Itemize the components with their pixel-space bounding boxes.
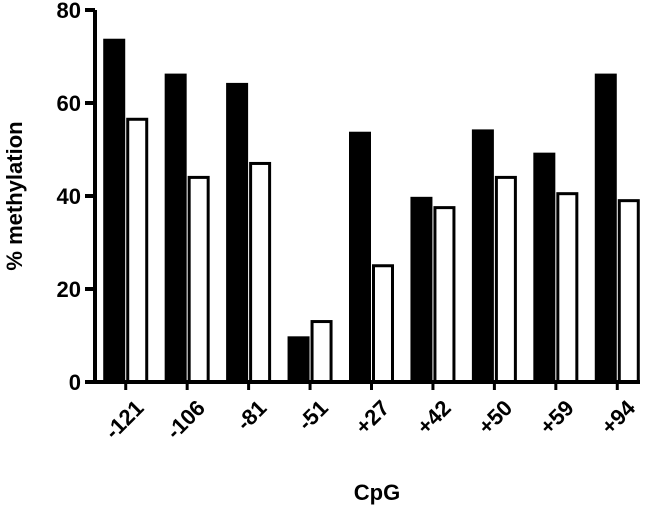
- bar: [349, 131, 371, 384]
- bar: [287, 336, 310, 384]
- bar: [187, 175, 210, 384]
- x-tick-label: +42: [412, 395, 456, 439]
- bar: [433, 206, 456, 384]
- y-tick-label: 0: [69, 370, 81, 395]
- bar: [556, 192, 579, 384]
- bar: [310, 320, 333, 384]
- bar: [594, 73, 617, 384]
- x-tick-label: -51: [293, 395, 333, 435]
- x-tick-label: -81: [231, 395, 271, 435]
- bar: [372, 264, 394, 384]
- y-tick-label: 60: [57, 91, 81, 116]
- y-tick-label: 80: [57, 0, 81, 23]
- x-tick-label: +50: [473, 395, 517, 439]
- bar: [617, 199, 640, 384]
- bar: [494, 175, 517, 384]
- x-tick-label: -106: [161, 395, 210, 444]
- y-tick-label: 40: [57, 184, 81, 209]
- x-tick-label: +27: [350, 395, 394, 439]
- bar: [249, 161, 272, 384]
- bar: [410, 196, 433, 384]
- bar: [164, 73, 187, 384]
- bar: [126, 117, 149, 384]
- x-tick-label: -121: [100, 395, 149, 444]
- bar: [103, 38, 126, 384]
- bar: [226, 82, 249, 384]
- x-tick-label: +59: [535, 395, 579, 439]
- y-tick-label: 20: [57, 277, 81, 302]
- bar: [471, 129, 494, 384]
- x-tick-label: +94: [596, 395, 641, 440]
- bar: [533, 152, 556, 384]
- x-axis-label: CpG: [354, 480, 400, 505]
- y-axis-label: % methylation: [2, 121, 27, 270]
